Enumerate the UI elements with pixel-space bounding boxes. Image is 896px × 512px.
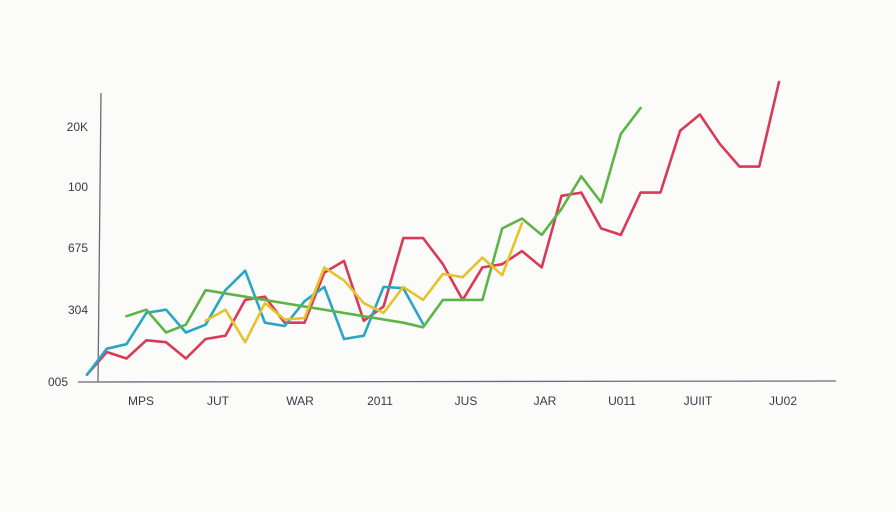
x-tick-label: 2011: [367, 394, 393, 408]
series-line-3: [125, 106, 642, 334]
x-tick-label: JUS: [455, 394, 478, 408]
y-axis: [97, 92, 102, 383]
x-tick-label: WAR: [286, 394, 314, 408]
x-tick-label: MPS: [128, 394, 154, 408]
y-tick-label: 304: [68, 303, 88, 317]
y-tick-labels: 005 304 675 100 20K: [48, 120, 88, 389]
y-tick-label: 675: [68, 241, 88, 255]
y-tick-label: 100: [68, 180, 88, 194]
x-tick-label: JUIIT: [684, 394, 713, 408]
series-line-1: [85, 80, 781, 376]
x-tick-label: U011: [608, 394, 636, 408]
y-tick-label: 20K: [67, 120, 88, 134]
series-layer: [85, 80, 781, 376]
x-tick-label: JAR: [534, 394, 557, 408]
series-line-4: [204, 221, 524, 344]
series-line-2: [85, 269, 425, 376]
y-tick-label: 005: [48, 375, 68, 389]
x-axis: [77, 380, 837, 383]
x-tick-labels: MPS JUT WAR 2011 JUS JAR U011 JUIIT JU02: [128, 394, 797, 408]
x-tick-label: JU02: [769, 394, 797, 408]
x-tick-label: JUT: [207, 394, 230, 408]
